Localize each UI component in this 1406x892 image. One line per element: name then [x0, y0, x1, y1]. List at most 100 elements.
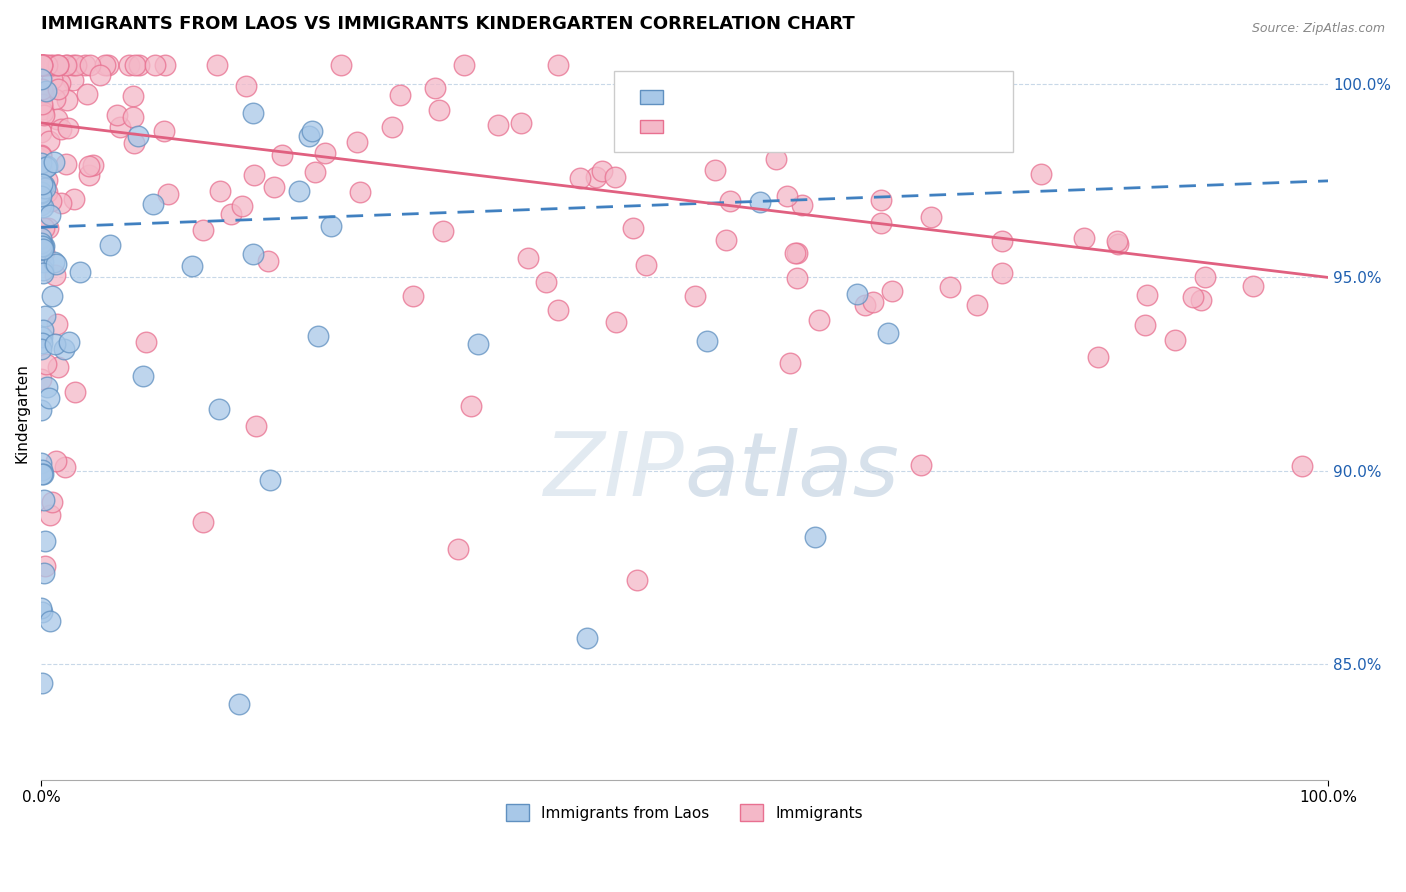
- Point: [31, 266, 53, 280]
- Point: [30, 456, 52, 470]
- Point: [31, 239, 53, 253]
- Point: [32, 263, 55, 277]
- Point: [45, 257, 67, 271]
- Point: [32, 467, 55, 481]
- Y-axis label: Kindergarten: Kindergarten: [15, 363, 30, 463]
- Point: [122, 136, 145, 150]
- Point: [30, 58, 52, 72]
- Point: [748, 195, 770, 210]
- Point: [870, 216, 893, 230]
- Point: [38, 134, 60, 148]
- Point: [1136, 288, 1159, 302]
- Point: [547, 58, 569, 72]
- Point: [298, 129, 321, 144]
- Point: [141, 197, 163, 211]
- Point: [35, 161, 58, 175]
- Point: [34, 566, 56, 581]
- Point: [242, 105, 264, 120]
- Point: [73, 58, 96, 72]
- Point: [576, 632, 599, 646]
- Point: [31, 58, 53, 72]
- Point: [37, 173, 59, 187]
- Text: N =: N =: [807, 117, 851, 136]
- Point: [32, 221, 55, 235]
- Point: [34, 58, 56, 72]
- Point: [307, 329, 329, 343]
- Point: [939, 280, 962, 294]
- Point: [49, 76, 72, 90]
- Point: [271, 148, 294, 162]
- Point: [49, 196, 72, 211]
- Point: [34, 84, 56, 98]
- Point: [30, 148, 52, 162]
- Point: [32, 493, 55, 508]
- Text: ZIP: ZIP: [544, 428, 685, 515]
- Point: [486, 119, 509, 133]
- Point: [97, 58, 120, 72]
- Point: [401, 289, 423, 303]
- Point: [432, 224, 454, 238]
- Point: [58, 335, 80, 350]
- Point: [79, 58, 101, 72]
- Point: [34, 309, 56, 323]
- Point: [153, 58, 176, 72]
- Text: N =: N =: [807, 87, 851, 106]
- Point: [263, 179, 285, 194]
- Point: [58, 120, 80, 135]
- Point: [346, 136, 368, 150]
- Point: [32, 242, 55, 256]
- Point: [39, 508, 62, 522]
- Point: [55, 157, 77, 171]
- Point: [118, 58, 141, 72]
- Point: [30, 186, 52, 200]
- Point: [89, 68, 111, 82]
- Point: [30, 235, 52, 250]
- Point: [98, 237, 121, 252]
- Point: [605, 315, 627, 329]
- Point: [35, 357, 58, 371]
- Point: [55, 58, 77, 72]
- Point: [30, 58, 52, 72]
- Point: [122, 110, 145, 124]
- Point: [62, 72, 84, 87]
- Point: [30, 149, 52, 163]
- Point: [1108, 236, 1130, 251]
- Point: [389, 88, 412, 103]
- Point: [34, 533, 56, 548]
- Point: [547, 303, 569, 318]
- Point: [38, 391, 60, 405]
- Point: [718, 194, 741, 209]
- Point: [35, 186, 58, 200]
- Point: [31, 200, 53, 214]
- Point: [45, 58, 67, 72]
- Point: [1133, 318, 1156, 332]
- Point: [467, 337, 489, 351]
- FancyBboxPatch shape: [614, 71, 1012, 153]
- Point: [34, 558, 56, 573]
- Point: [82, 158, 104, 172]
- Point: [1029, 168, 1052, 182]
- Point: [31, 58, 53, 72]
- Point: [128, 58, 150, 72]
- Point: [243, 168, 266, 182]
- Point: [846, 287, 869, 301]
- Point: [46, 112, 69, 126]
- Point: [46, 317, 69, 331]
- Point: [32, 245, 55, 260]
- Point: [49, 122, 72, 136]
- Point: [651, 103, 673, 117]
- Point: [32, 58, 55, 72]
- Point: [807, 313, 830, 327]
- Text: 160: 160: [877, 117, 918, 136]
- Point: [314, 146, 336, 161]
- Point: [56, 58, 79, 72]
- Point: [1073, 230, 1095, 244]
- Point: [714, 83, 737, 97]
- Point: [862, 294, 884, 309]
- Point: [31, 323, 53, 337]
- Point: [256, 254, 278, 268]
- Point: [180, 260, 202, 274]
- Point: [124, 58, 146, 72]
- Point: [132, 369, 155, 384]
- Point: [34, 180, 56, 194]
